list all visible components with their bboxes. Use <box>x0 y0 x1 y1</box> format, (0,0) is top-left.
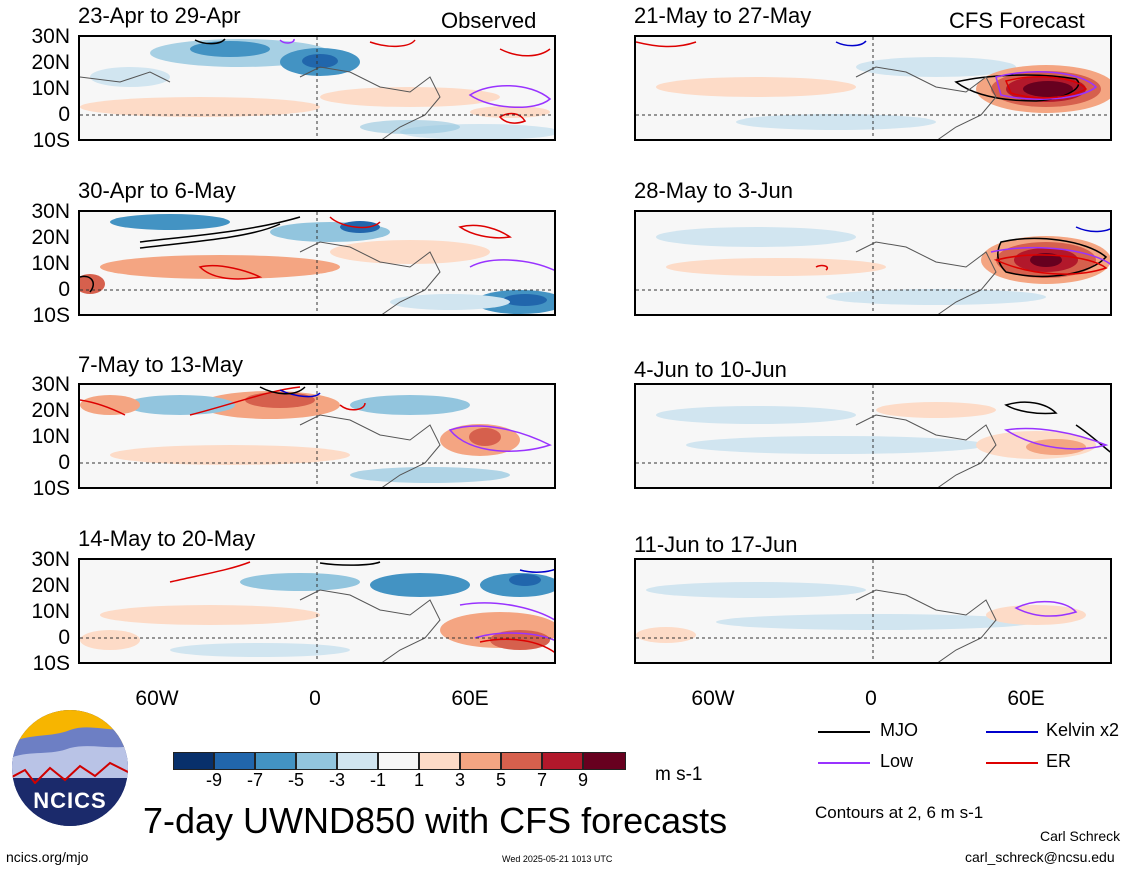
logo-text: NCICS <box>33 788 107 813</box>
lon-label: 0 <box>309 687 321 710</box>
main-title: 7-day UWND850 with CFS forecasts <box>143 800 728 841</box>
lon-label: 60E <box>1007 687 1045 710</box>
panel-title: 30-Apr to 6-May <box>78 178 236 203</box>
wind-anomaly-map <box>636 385 1110 487</box>
colorbar-tick-label: -1 <box>369 770 386 790</box>
lat-label: 30N <box>31 25 70 48</box>
colorbar-cell <box>378 752 419 770</box>
contour-note: Contours at 2, 6 m s-1 <box>815 803 984 822</box>
site-url: ncics.org/mjo <box>6 849 89 865</box>
panel-title: 14-May to 20-May <box>78 526 256 551</box>
email: carl_schreck@ncsu.edu <box>965 849 1115 865</box>
lat-label: 20N <box>31 226 70 249</box>
lat-label: 10S <box>32 304 70 327</box>
panel-title: 21-May to 27-May <box>634 3 812 28</box>
colorbar-tick-label: 3 <box>454 770 465 790</box>
lon-label: 0 <box>865 687 877 710</box>
wind-anomaly-map <box>636 37 1110 139</box>
wind-anomaly-map <box>636 560 1110 662</box>
lat-label: 10N <box>31 425 70 448</box>
colorbar-tick-label: -7 <box>246 770 263 790</box>
colorbar-cell <box>542 752 583 770</box>
lat-label: 20N <box>31 51 70 74</box>
panel-title: 4-Jun to 10-Jun <box>634 357 787 382</box>
legend-label-low: Low <box>880 751 914 771</box>
colorbar-cell <box>460 752 501 770</box>
lat-label: 10N <box>31 600 70 623</box>
colorbar-tick-label: 5 <box>495 770 506 790</box>
colorbar-units: m s-1 <box>655 764 703 785</box>
colorbar-cell <box>173 752 214 770</box>
lat-label: 30N <box>31 200 70 223</box>
colorbar-cell <box>214 752 255 770</box>
lat-label: 10S <box>32 652 70 675</box>
map-panel <box>78 210 556 316</box>
lat-label: 30N <box>31 548 70 571</box>
lat-label: 30N <box>31 373 70 396</box>
colorbar-tick-label: -9 <box>205 770 222 790</box>
legend-line-mjo <box>818 731 870 733</box>
map-panel <box>634 383 1112 489</box>
lat-label: 0 <box>58 626 70 649</box>
wind-anomaly-map <box>80 212 554 314</box>
panel-title: 23-Apr to 29-Apr <box>78 3 241 28</box>
colorbar-cell <box>583 752 626 770</box>
colorbar-cell <box>419 752 460 770</box>
map-panel <box>78 558 556 664</box>
lon-label: 60W <box>691 687 735 710</box>
map-panel <box>634 210 1112 316</box>
wind-anomaly-map <box>80 37 554 139</box>
map-panel <box>78 35 556 141</box>
panel-title: 28-May to 3-Jun <box>634 178 793 203</box>
legend-label-mjo: MJO <box>880 720 918 740</box>
colorbar-tick-label: -5 <box>287 770 304 790</box>
colorbar-tick-label: -3 <box>328 770 345 790</box>
author: Carl Schreck <box>1040 828 1121 844</box>
colorbar-cell <box>255 752 296 770</box>
lat-label: 10N <box>31 77 70 100</box>
legend-label-er: ER <box>1046 751 1072 771</box>
lat-label: 0 <box>58 278 70 301</box>
panel-title: 11-Jun to 17-Jun <box>634 532 798 557</box>
wind-anomaly-map <box>80 385 554 487</box>
panel-title: 7-May to 13-May <box>78 352 244 377</box>
colorbar-tick-label: 9 <box>577 770 588 790</box>
ncics-logo: NCICS <box>10 708 130 828</box>
colorbar-cell <box>337 752 378 770</box>
forecast-header: CFS Forecast <box>949 8 1085 33</box>
legend-line-low <box>818 762 870 764</box>
lat-label: 0 <box>58 103 70 126</box>
colorbar-cell <box>501 752 542 770</box>
lat-label: 10S <box>32 129 70 152</box>
colorbar-cell <box>296 752 337 770</box>
observed-header: Observed <box>441 8 537 33</box>
lat-label: 10N <box>31 252 70 275</box>
ncics-logo-icon <box>12 710 128 826</box>
lat-label: 20N <box>31 399 70 422</box>
lat-label: 0 <box>58 451 70 474</box>
wind-anomaly-map <box>80 560 554 662</box>
lon-label: 60W <box>135 687 179 710</box>
legend-label-kelvin: Kelvin x2 <box>1046 720 1120 740</box>
timestamp: Wed 2025-05-21 1013 UTC <box>502 854 613 864</box>
wind-anomaly-map <box>636 212 1110 314</box>
map-panel <box>78 383 556 489</box>
map-panel <box>634 558 1112 664</box>
legend-line-kelvin <box>986 731 1038 733</box>
colorbar-tick-label: 1 <box>413 770 424 790</box>
lat-label: 20N <box>31 574 70 597</box>
colorbar-tick-label: 7 <box>536 770 547 790</box>
map-panel <box>634 35 1112 141</box>
legend-line-er <box>986 762 1038 764</box>
lon-label: 60E <box>451 687 489 710</box>
lat-label: 10S <box>32 477 70 500</box>
